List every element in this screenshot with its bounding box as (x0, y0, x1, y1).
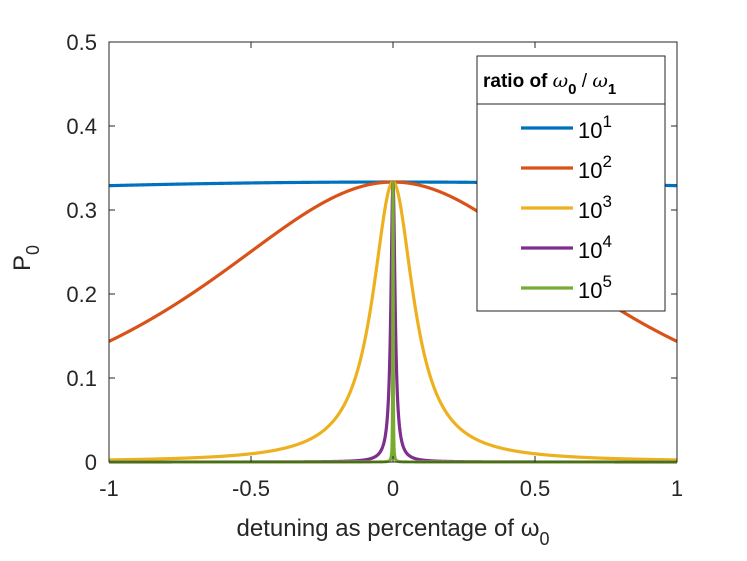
legend-title-separator: / (577, 71, 593, 92)
legend-label: 104 (578, 232, 612, 263)
y-axis-label-subscript: 0 (23, 245, 43, 255)
y-tick-label: 0 (85, 450, 97, 475)
x-axis-label-subscript: 0 (539, 529, 549, 549)
legend-entry-10-5: 105 (521, 272, 612, 303)
legend-entries: 101 102 103 104 105 (521, 112, 612, 303)
x-tick-label: 0.5 (520, 476, 551, 501)
legend-title-omega0: ω (553, 70, 569, 92)
legend-label: 103 (578, 192, 612, 223)
legend-title-prefix: ratio of (483, 71, 553, 92)
x-tick-label: 1 (671, 476, 683, 501)
y-tick-label: 0.4 (66, 114, 97, 139)
y-tick-label: 0.2 (66, 282, 97, 307)
legend-box (476, 55, 666, 312)
y-tick-label: 0.3 (66, 198, 97, 223)
legend-title: ratio of ω0 / ω1 (483, 70, 616, 98)
x-axis-label-text: detuning as percentage of ω (237, 515, 540, 542)
x-tick-label: -0.5 (232, 476, 270, 501)
y-axis-label-text: P (9, 255, 36, 271)
legend-entry-10-4: 104 (521, 232, 612, 263)
legend-label: 105 (578, 272, 612, 303)
x-tick-label: 0 (387, 476, 399, 501)
legend-label: 102 (578, 152, 612, 183)
legend-label: 101 (578, 112, 612, 143)
tick-labels-layer: -1 -0.5 0 0.5 1 0 0.1 0.2 0.3 0.4 0.5 (66, 30, 683, 501)
x-axis-label: detuning as percentage of ω0 (237, 515, 550, 549)
legend-title-omega1: ω (592, 70, 608, 92)
y-tick-label: 0.5 (66, 30, 97, 55)
y-tick-label: 0.1 (66, 366, 97, 391)
legend-entry-10-1: 101 (521, 112, 612, 143)
legend-title-omega0-sub: 0 (568, 81, 576, 98)
y-axis-label: P0 (9, 245, 43, 271)
ticks-layer (108, 41, 678, 463)
legend-title-omega1-sub: 1 (608, 81, 616, 98)
legend-entry-10-3: 103 (521, 192, 612, 223)
legend-entry-10-2: 102 (521, 152, 612, 183)
x-tick-label: -1 (99, 476, 119, 501)
